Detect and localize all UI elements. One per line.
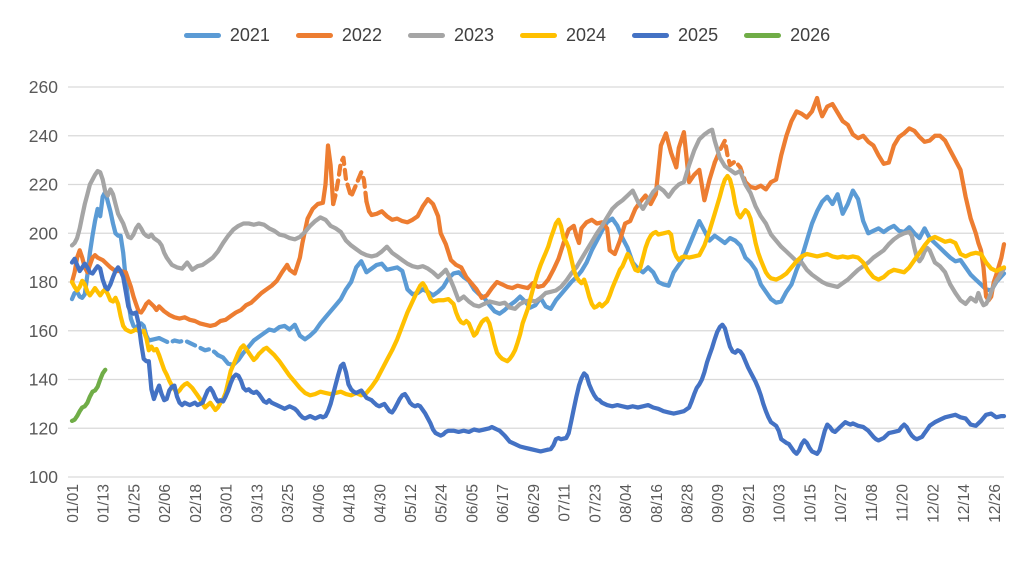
y-axis-tick-label: 120 (29, 418, 58, 438)
legend-item-2021: 2021 (183, 25, 270, 45)
series-line-2021 (215, 188, 1007, 368)
x-axis-tick-label: 10/27 (833, 484, 850, 523)
x-axis-tick-label: 11/08 (864, 484, 881, 522)
y-axis-tick-label: 140 (29, 370, 58, 390)
legend-line-swatch (295, 32, 333, 38)
x-axis-tick-label: 11/20 (895, 484, 912, 522)
y-axis-tick-label: 200 (29, 223, 58, 243)
x-axis-tick-label: 04/30 (372, 484, 389, 523)
x-axis-tick-label: 01/01 (65, 484, 82, 523)
x-axis-tick-label: 09/09 (710, 484, 727, 523)
x-axis-tick-label: 10/03 (772, 484, 789, 523)
series-line-2022 (331, 155, 369, 207)
legend-label: 2022 (341, 25, 382, 45)
y-axis-tick-label: 260 (29, 77, 58, 97)
x-axis-tick-label: 06/17 (495, 484, 512, 523)
legend-line-swatch (744, 32, 782, 38)
legend-line-swatch (632, 32, 670, 38)
x-axis-tick-label: 12/14 (956, 484, 973, 523)
x-axis-tick-label: 05/12 (403, 484, 420, 523)
series-line-2022 (712, 138, 748, 185)
legend-line-swatch (407, 32, 445, 38)
legend-item-2024: 2024 (520, 26, 606, 44)
x-axis-tick-label: 08/28 (680, 484, 697, 523)
x-axis-tick-label: 01/25 (126, 484, 143, 523)
series-line-2025 (69, 256, 1007, 456)
series-line-2024 (69, 173, 1007, 413)
legend-label: 2023 (453, 25, 494, 45)
x-axis-tick-label: 01/13 (96, 484, 113, 523)
legend-item-2023: 2023 (407, 25, 494, 45)
legend-line-swatch (520, 32, 557, 38)
legend-item-2025: 2025 (632, 26, 718, 44)
legend-label: 2026 (790, 25, 831, 45)
series-line-2026 (69, 367, 108, 424)
y-axis-tick-label: 160 (29, 321, 58, 341)
legend-label: 2025 (678, 25, 719, 45)
legend-label: 2021 (229, 25, 270, 45)
y-axis-tick-label: 180 (29, 272, 58, 292)
chart-legend: 2021 2022 2023 2024 2025 2026 (0, 26, 1014, 44)
x-axis-tick-label: 03/01 (219, 484, 236, 523)
x-axis-tick-label: 04/06 (311, 484, 328, 523)
x-axis-tick-label: 08/04 (618, 484, 635, 523)
x-axis-tick-label: 03/25 (280, 484, 297, 523)
x-axis-tick-label: 07/11 (557, 484, 574, 522)
series-line-2021 (156, 335, 221, 358)
x-axis-tick-label: 07/23 (587, 484, 604, 523)
x-axis-tick-label: 06/05 (464, 484, 481, 523)
y-axis-tick-label: 100 (29, 467, 58, 487)
x-axis-tick-label: 02/06 (157, 484, 174, 523)
legend-line-swatch (183, 32, 221, 38)
series-line-2022 (743, 95, 1007, 303)
series-line-2022 (69, 143, 336, 329)
x-axis-tick-label: 02/18 (188, 484, 205, 523)
y-axis-tick-label: 240 (29, 126, 58, 146)
x-axis-tick-label: 06/29 (526, 484, 543, 523)
series-line-2023 (69, 127, 1007, 311)
x-axis-tick-label: 09/21 (741, 484, 758, 523)
x-axis-tick-label: 03/13 (249, 484, 266, 523)
x-axis-tick-label: 10/15 (802, 484, 819, 523)
y-axis-tick-label: 220 (29, 175, 58, 195)
series-line-2022 (364, 129, 717, 300)
x-axis-tick-label: 05/24 (434, 484, 451, 523)
legend-item-2022: 2022 (295, 25, 382, 45)
x-axis-tick-label: 12/26 (987, 484, 1004, 523)
x-axis-tick-label: 08/16 (649, 484, 666, 523)
x-axis-tick-label: 12/02 (925, 484, 942, 523)
x-axis-tick-label: 04/18 (342, 484, 359, 523)
legend-item-2026: 2026 (744, 26, 830, 44)
legend-label: 2024 (566, 25, 607, 45)
